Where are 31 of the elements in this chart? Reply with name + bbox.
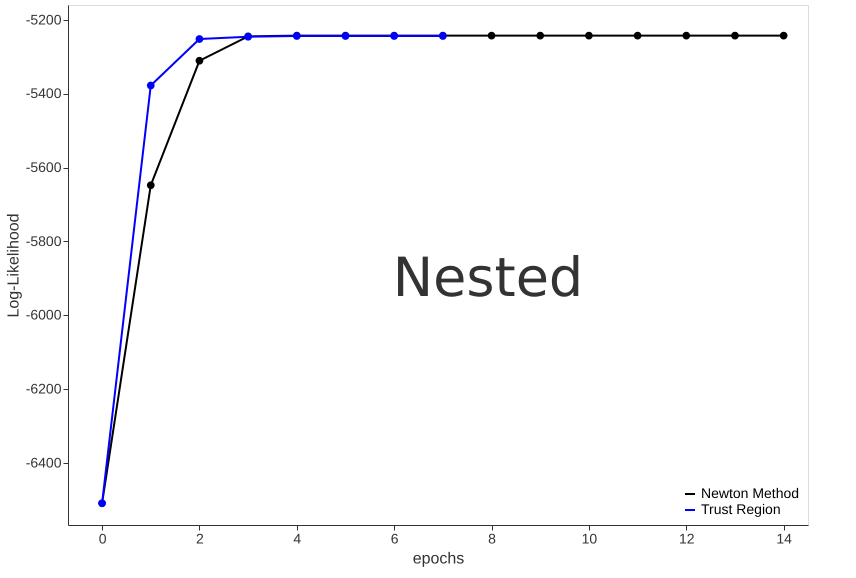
x-tick-label: 14 — [776, 530, 792, 546]
annotation: Nested — [392, 246, 584, 309]
point — [146, 181, 155, 190]
y-tick-label: -6200 — [26, 380, 62, 397]
x-tick-label: 6 — [390, 530, 399, 546]
x-axis-title: epochs — [412, 550, 464, 568]
y-tick-label: -5400 — [26, 85, 62, 102]
point — [488, 32, 496, 40]
point — [196, 56, 204, 65]
y-axis-title: Log-Likelihood — [6, 213, 23, 318]
x-tick-label: 0 — [98, 530, 107, 546]
y-tick-label: -6400 — [26, 454, 62, 470]
point — [536, 32, 544, 40]
x-tick-label: 12 — [679, 530, 695, 546]
x-tick-label: 8 — [488, 530, 496, 546]
y-tick-label: -5600 — [26, 159, 62, 175]
y-tick-label: -6000 — [26, 306, 62, 323]
point — [731, 32, 739, 40]
point — [196, 35, 204, 43]
point — [780, 32, 788, 40]
y-tick-label: -5200 — [26, 11, 62, 28]
point — [634, 32, 642, 40]
point — [585, 32, 593, 40]
legend-label: Newton Method — [701, 485, 800, 501]
y-tick-label: -5800 — [26, 232, 62, 249]
x-tick-label: 4 — [293, 530, 302, 546]
point — [682, 32, 690, 40]
x-tick-label: 2 — [196, 530, 204, 546]
x-tick-label: 10 — [582, 530, 598, 546]
legend-label: Trust Region — [701, 501, 781, 517]
point — [146, 82, 155, 90]
